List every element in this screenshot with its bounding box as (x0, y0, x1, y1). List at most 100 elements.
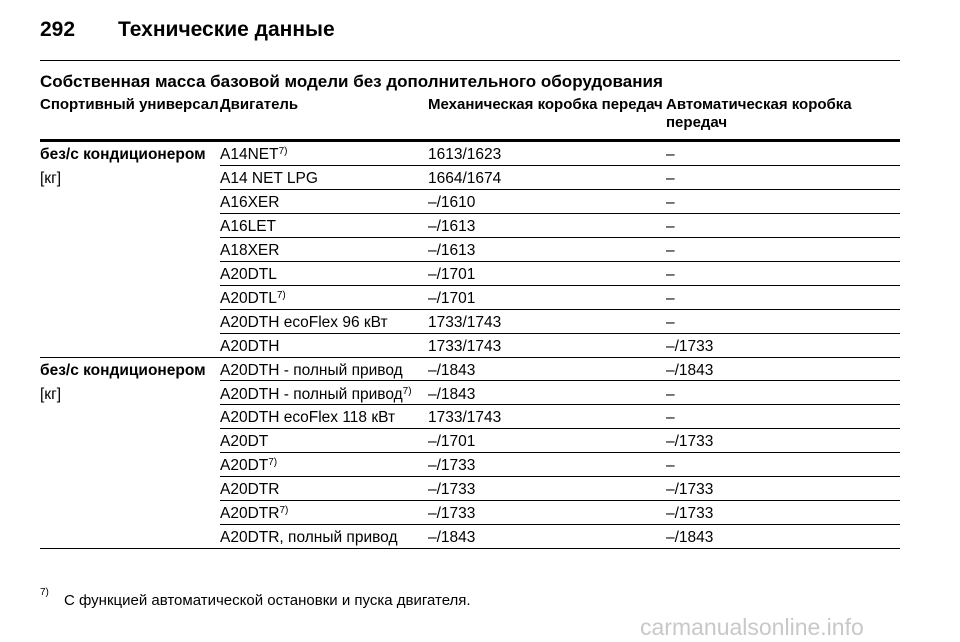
engine-cell: A14 NET LPG (220, 170, 318, 188)
manual-cell: 1613/1623 (428, 146, 502, 163)
engine: A20DTH ecoFlex 96 кВт (220, 313, 388, 331)
engine: A16XER (220, 193, 280, 211)
footnote-marker: 7) (40, 587, 49, 598)
group-label: без/с кондиционером (40, 146, 206, 163)
note-marker: 7) (278, 146, 288, 157)
engine-cell: A20DTH (220, 338, 279, 356)
section-title: Собственная масса базовой модели без доп… (40, 72, 663, 91)
auto-cell: –/1843 (666, 529, 714, 547)
row-rule (220, 524, 900, 525)
manual-cell: 1733/1743 (428, 337, 502, 355)
engine-cell: A18XER (220, 242, 279, 260)
group-unit: [кг] (40, 169, 62, 187)
row-rule (220, 285, 900, 286)
auto-cell: –/1733 (666, 481, 714, 499)
row-rule (40, 548, 900, 549)
auto-cell: – (666, 169, 675, 187)
manual-cell: –/1843 (428, 529, 476, 547)
engine: A20DTH ecoFlex 118 кВт (220, 409, 396, 427)
column-header: Автоматическая коробка передач (666, 96, 852, 131)
auto-cell: – (666, 313, 675, 331)
row-rule (220, 213, 900, 214)
engine: A20DTL (220, 289, 277, 307)
engine-cell: A20DTR, полный привод (220, 529, 398, 547)
column-header: Механическая коробка передач (428, 96, 663, 113)
engine: A16LET (220, 217, 277, 235)
auto-cell: –/1733 (666, 433, 714, 451)
engine: A20DTR (220, 505, 280, 523)
auto-cell: – (666, 241, 675, 259)
manual-cell: 1733/1743 (428, 313, 502, 331)
row-rule (40, 357, 900, 358)
row-rule (220, 452, 900, 453)
row-rule (220, 261, 900, 262)
header-rule (40, 139, 900, 142)
auto-cell: – (666, 289, 675, 307)
manual-cell: –/1613 (428, 217, 476, 235)
engine-cell: A20DTR (220, 481, 279, 499)
page-number: 292 (40, 18, 76, 41)
manual-cell: –/1701 (428, 265, 476, 283)
engine: A20DT (220, 433, 269, 451)
engine-cell: A20DTH ecoFlex 96 кВт (220, 314, 388, 332)
note-marker: 7) (276, 289, 286, 301)
manual-cell: –/1610 (428, 193, 476, 211)
row-rule (220, 189, 900, 190)
auto-cell: – (666, 217, 675, 235)
engine-cell: A20DTL7) (220, 290, 286, 308)
engine-cell: A20DT (220, 433, 268, 451)
engine: A20DTH (220, 337, 280, 355)
note-marker: 7) (402, 385, 412, 397)
auto-cell: – (666, 193, 675, 211)
row-rule (220, 237, 900, 238)
row-rule (220, 428, 900, 429)
engine-cell: A20DTL (220, 266, 277, 284)
engine-cell: A16XER (220, 194, 279, 212)
manual-cell: –/1701 (428, 289, 476, 307)
note-marker: 7) (268, 457, 278, 469)
column-header: Спортивный универсал (40, 96, 219, 113)
manual-cell: 1664/1674 (428, 169, 502, 187)
manual-cell: –/1701 (428, 433, 476, 451)
engine: A20DTR (220, 481, 280, 499)
engine-cell: A16LET (220, 218, 276, 236)
engine: A20DTL (220, 265, 277, 283)
header-rule (40, 60, 900, 61)
manual-cell: 1733/1743 (428, 409, 502, 427)
page-title: Технические данные (118, 18, 335, 41)
footnote: 7) (40, 587, 49, 607)
auto-cell: – (666, 457, 675, 475)
engine-cell: A20DTR7) (220, 505, 288, 523)
manual-cell: –/1843 (428, 385, 476, 403)
engine-cell: A20DTH ecoFlex 118 кВт (220, 409, 395, 427)
engine-cell: A20DT7) (220, 457, 277, 475)
row-rule (220, 404, 900, 405)
row-rule (220, 333, 900, 334)
row-rule (220, 500, 900, 501)
group-unit: [кг] (40, 385, 62, 403)
engine: A14 NET LPG (220, 169, 318, 187)
engine-cell: A20DTH - полный привод7) (220, 386, 412, 404)
row-rule (220, 165, 900, 166)
engine: A18XER (220, 241, 280, 259)
auto-cell: – (666, 409, 675, 427)
auto-cell: – (666, 385, 675, 403)
manual-cell: –/1733 (428, 481, 476, 499)
note-marker: 7) (279, 505, 289, 517)
engine: A14NET (220, 146, 279, 163)
manual-cell: –/1733 (428, 457, 476, 475)
auto-cell: – (666, 146, 675, 163)
engine: A20DTH - полный привод (220, 361, 403, 379)
footnote-text: С функцией автоматической остановки и пу… (64, 592, 471, 609)
engine-cell: A14NET7) (220, 146, 288, 164)
auto-cell: –/1843 (666, 361, 714, 379)
engine-cell: A20DTH - полный привод (220, 362, 403, 380)
manual-cell: –/1843 (428, 361, 476, 379)
auto-cell: –/1733 (666, 337, 714, 355)
engine: A20DTH - полный привод (220, 385, 403, 403)
row-rule (220, 380, 900, 381)
manual-cell: –/1613 (428, 241, 476, 259)
auto-cell: – (666, 265, 675, 283)
row-rule (220, 309, 900, 310)
